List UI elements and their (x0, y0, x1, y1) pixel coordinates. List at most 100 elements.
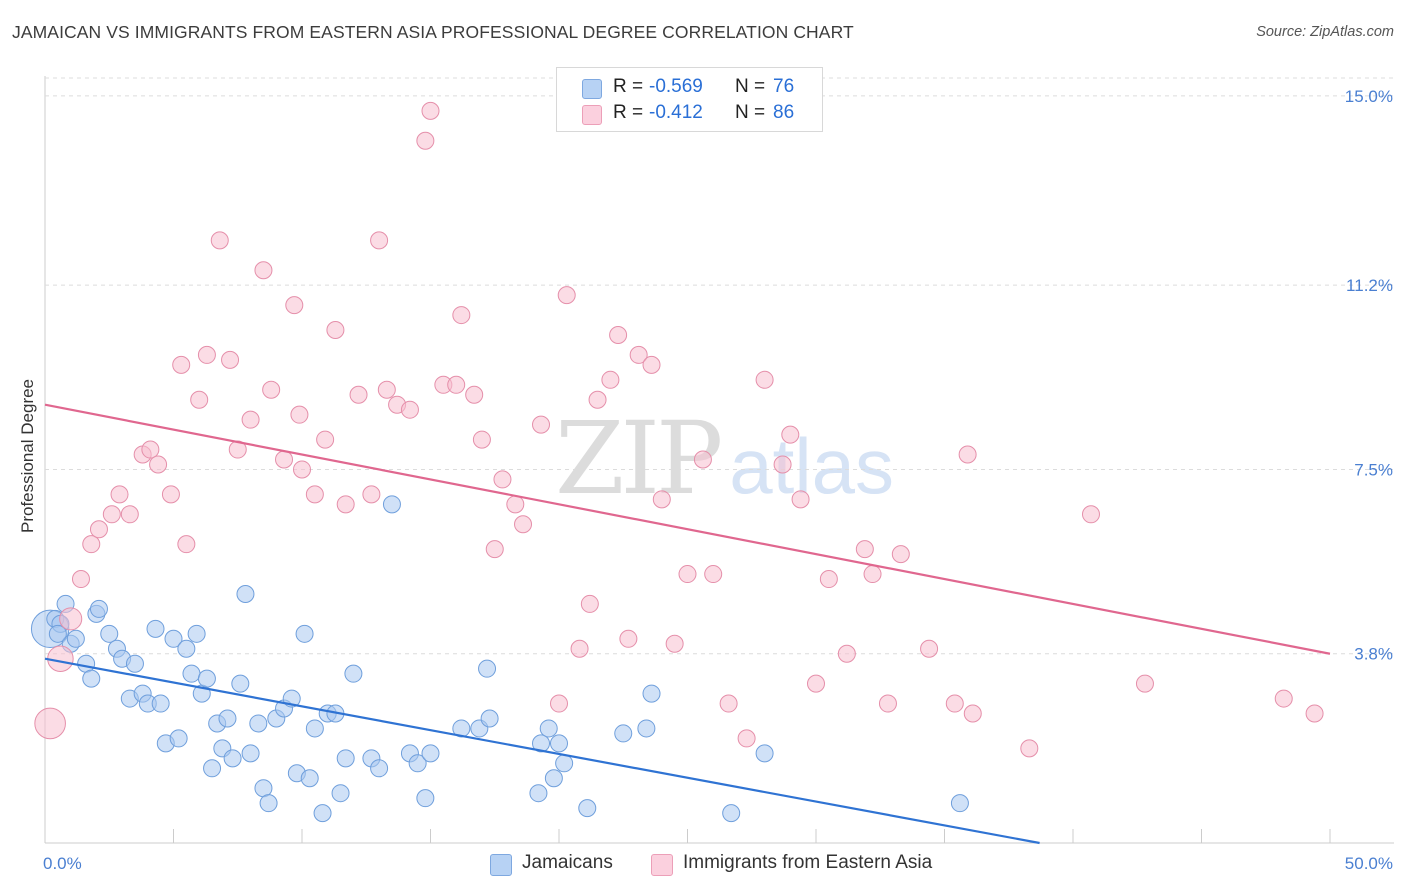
eastern-asia-point (305, 485, 324, 504)
jamaican-trend-line (44, 657, 1040, 845)
eastern-asia-point (34, 707, 66, 740)
jamaican-point (187, 624, 206, 643)
jamaican-point (480, 709, 499, 728)
jamaican-point (344, 664, 363, 683)
watermark: ZIP atlas (555, 400, 894, 517)
jamaican-point (82, 669, 101, 688)
legend-row-jamaicans: R = -0.569 N = 76 (557, 76, 822, 100)
eastern-asia-point (532, 415, 551, 434)
eastern-asia-point (550, 694, 568, 713)
eastern-asia-point (704, 565, 723, 584)
eastern-asia-point (89, 520, 108, 539)
eastern-asia-point (110, 485, 129, 504)
jamaican-point (331, 784, 350, 803)
eastern-asia-point (172, 355, 191, 374)
eastern-asia-point (665, 634, 684, 653)
jamaican-point (241, 744, 260, 763)
eastern-asia-point (493, 470, 512, 489)
jamaican-point (66, 629, 85, 648)
jamaican-point (89, 599, 108, 618)
eastern-asia-point (120, 505, 139, 524)
eastern-asia-point (316, 430, 335, 449)
eastern-asia-point (514, 515, 533, 534)
eastern-asia-point (557, 286, 576, 305)
jamaican-point (950, 794, 969, 813)
jamaican-point (218, 709, 237, 728)
legend-swatch-blue (490, 854, 512, 876)
eastern-asia-point (262, 380, 281, 399)
jamaican-point (544, 769, 563, 788)
eastern-asia-point (1081, 505, 1100, 524)
jamaican-point (722, 804, 741, 823)
eastern-asia-point (963, 704, 982, 723)
jamaican-point (637, 719, 656, 738)
eastern-asia-point (336, 495, 355, 514)
eastern-asia-point (891, 545, 910, 564)
eastern-asia-point (629, 345, 648, 364)
jamaican-point (182, 664, 201, 683)
eastern-asia-point (47, 645, 74, 672)
eastern-asia-point (149, 455, 168, 474)
eastern-asia-point (177, 535, 196, 554)
eastern-asia-point (1020, 739, 1039, 758)
legend-r-value: -0.569 (649, 76, 703, 97)
eastern-asia-point (588, 390, 607, 409)
eastern-asia-point (807, 674, 825, 693)
jamaican-point (203, 759, 222, 778)
jamaican-point (254, 779, 273, 798)
eastern-asia-point (791, 490, 810, 509)
eastern-asia-point (293, 460, 311, 479)
eastern-asia-point (400, 400, 419, 419)
eastern-asia-point (421, 101, 440, 120)
series-legend: Jamaicans Immigrants from Eastern Asia (0, 852, 1406, 876)
source-label: Source: ZipAtlas.com (1256, 24, 1394, 40)
eastern-asia-point (326, 321, 345, 340)
eastern-asia-point (719, 694, 738, 713)
jamaican-point (555, 754, 574, 773)
legend-row-eastern-asia: R = -0.412 N = 86 (557, 102, 822, 126)
eastern-asia-point (1135, 674, 1154, 693)
eastern-asia-point (737, 729, 756, 748)
jamaican-point (151, 694, 170, 713)
jamaican-point (77, 654, 96, 673)
jamaican-point (259, 794, 278, 813)
eastern-asia-point (601, 370, 620, 389)
eastern-asia-point (755, 370, 774, 389)
jamaican-point (578, 799, 597, 818)
eastern-asia-point (82, 535, 101, 554)
eastern-asia-point (197, 345, 216, 364)
legend-n-value: 86 (773, 102, 795, 123)
eastern-asia-point (1305, 704, 1324, 723)
y-tick-label: 3.8% (1354, 645, 1393, 664)
eastern-asia-point (254, 261, 273, 280)
jamaican-point (642, 684, 661, 703)
legend-n-label: N = (735, 76, 766, 97)
jamaican-point (146, 619, 165, 638)
eastern-asia-point (102, 505, 121, 524)
jamaican-point (550, 734, 568, 753)
eastern-asia-point (190, 390, 209, 409)
legend-label-eastern-asia: Immigrants from Eastern Asia (683, 852, 933, 873)
eastern-asia-point (362, 485, 381, 504)
eastern-asia-point (241, 410, 260, 429)
eastern-asia-point (773, 455, 792, 474)
eastern-asia-point (1274, 689, 1293, 708)
eastern-asia-point (506, 495, 525, 514)
eastern-asia-point (141, 440, 160, 459)
x-tick-label: 0.0% (43, 854, 82, 873)
jamaican-point (177, 639, 196, 658)
eastern-asia-point (275, 450, 294, 469)
eastern-asia-point (693, 450, 712, 469)
jamaican-point (336, 749, 355, 768)
correlation-legend: R = -0.569 N = 76 R = -0.412 N = 86 (556, 67, 823, 132)
legend-r-value: -0.412 (649, 102, 703, 123)
jamaican-point (231, 674, 250, 693)
eastern-asia-point (819, 570, 838, 589)
legend-swatch-pink (582, 105, 602, 125)
jamaican-point (300, 769, 319, 788)
jamaican-point (529, 784, 548, 803)
legend-swatch-blue (582, 79, 602, 99)
eastern-asia-point (285, 296, 304, 315)
eastern-asia-point (221, 350, 240, 369)
x-tick-label: 50.0% (1345, 854, 1393, 873)
